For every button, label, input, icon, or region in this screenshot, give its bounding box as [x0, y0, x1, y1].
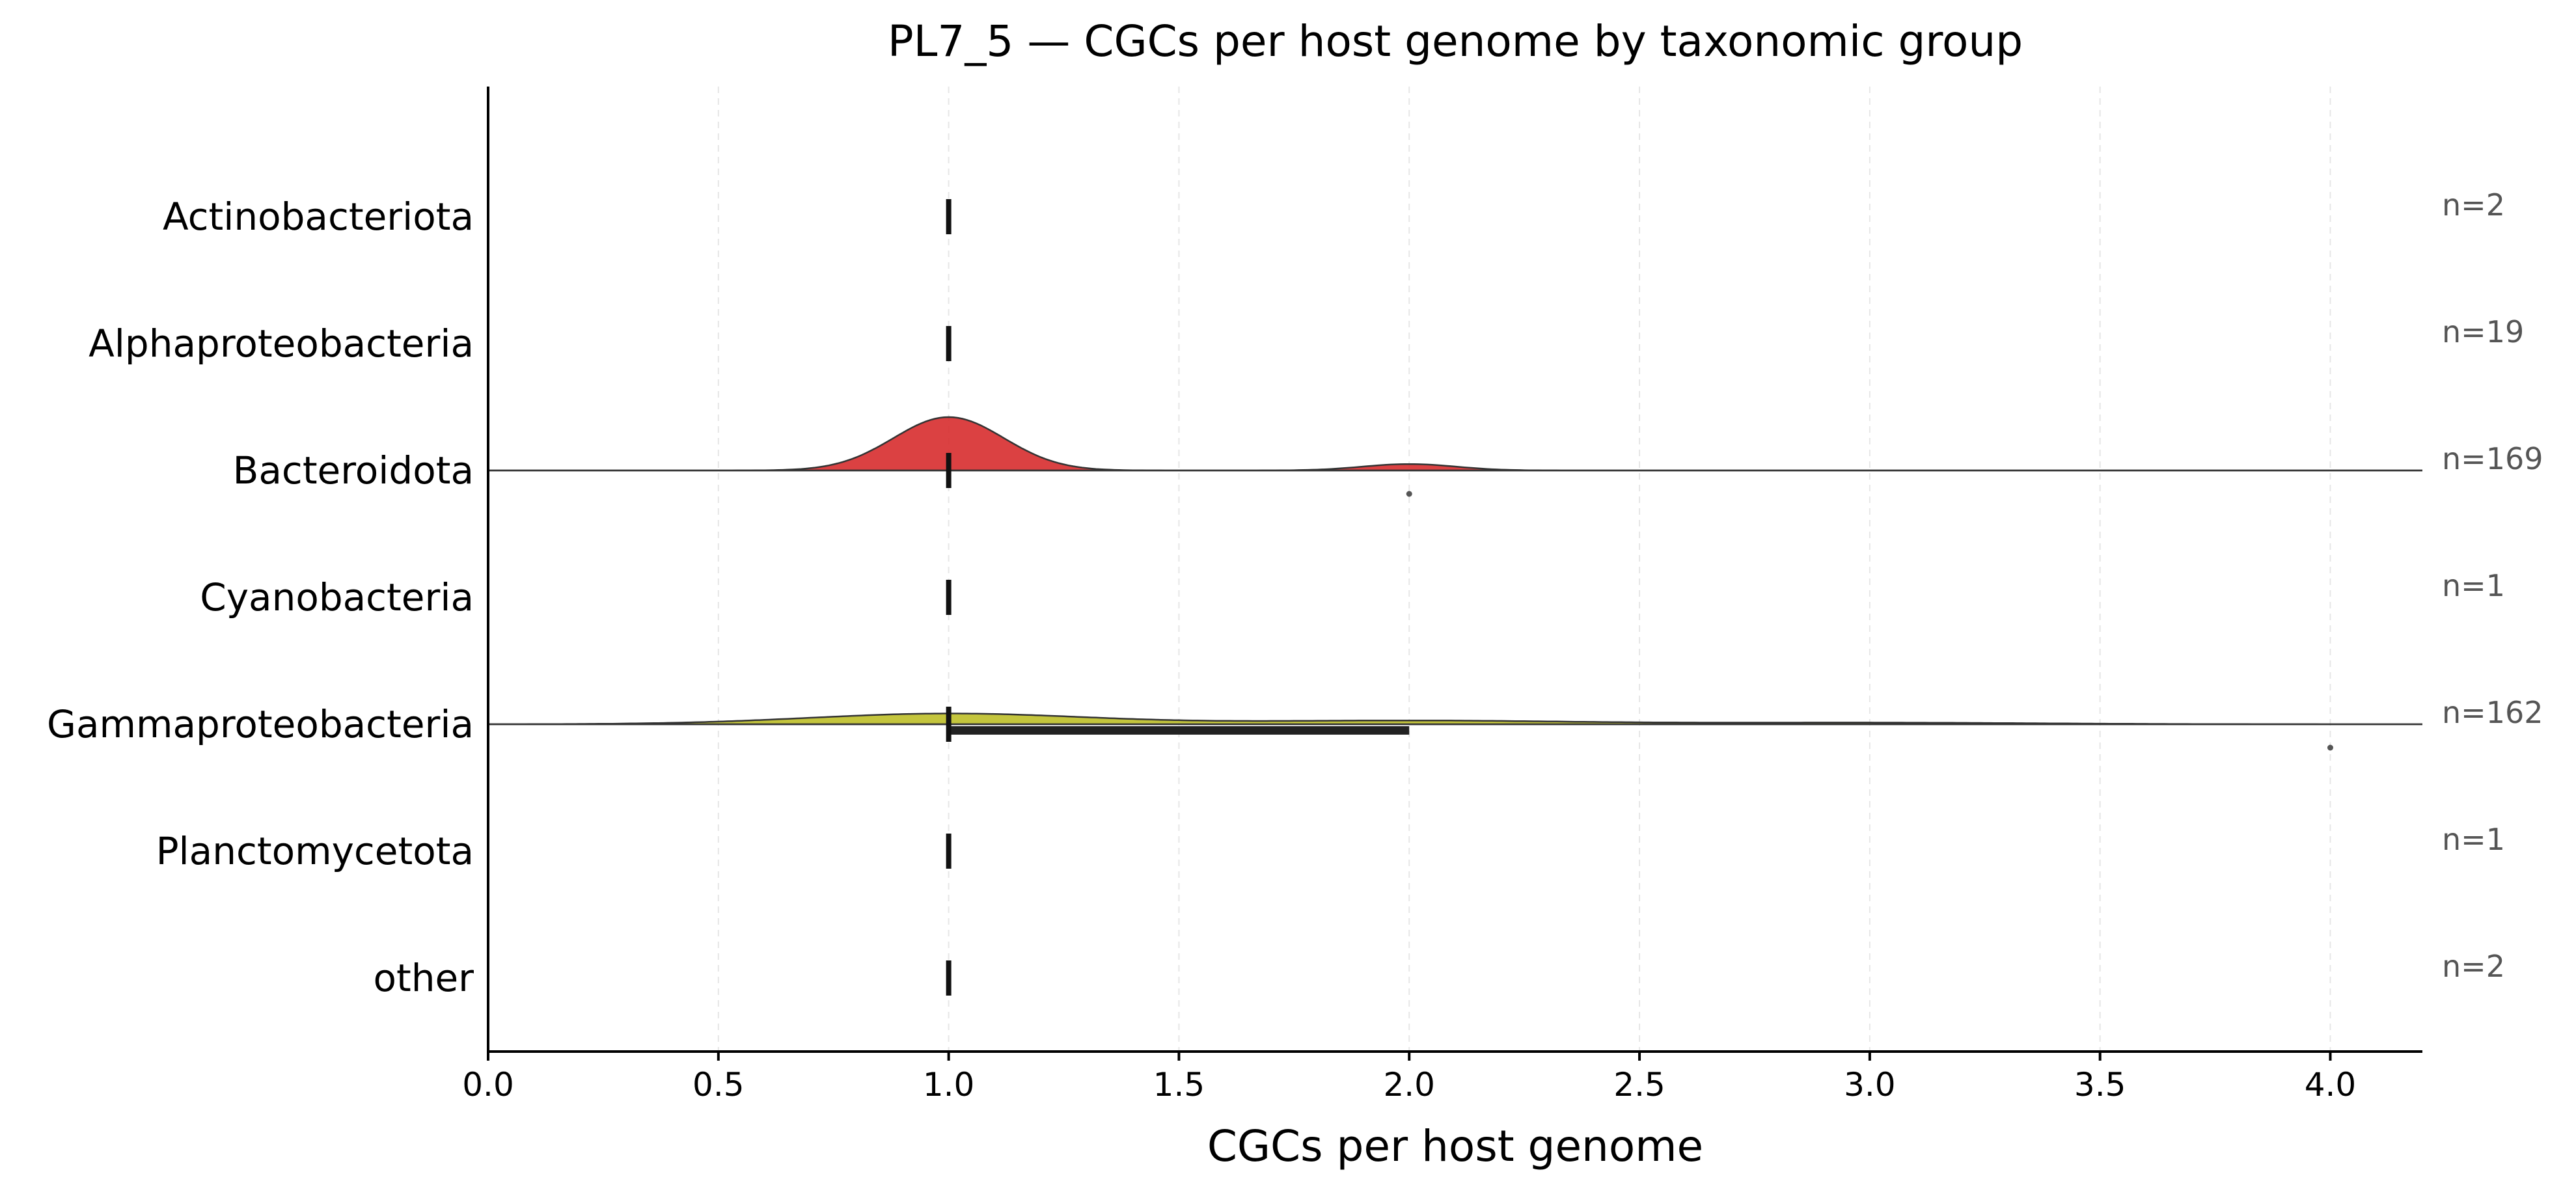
outlier-gammaproteobacteria-0: [2327, 744, 2333, 751]
grid-layer: [487, 87, 2331, 1052]
category-label-alphaproteobacteria: Alphaproteobacteria: [89, 321, 474, 366]
category-label-bacteroidota: Bacteroidota: [233, 448, 474, 493]
n-label-cyanobacteria: n=1: [2442, 568, 2505, 603]
axes-layer: [487, 87, 2422, 1053]
x-tick-label-2: 1.0: [923, 1066, 975, 1104]
x-tick-label-6: 3.0: [1844, 1066, 1896, 1104]
density-gammaproteobacteria: [487, 713, 2422, 726]
x-tick-label-7: 3.5: [2074, 1066, 2126, 1104]
n-label-other: n=2: [2442, 949, 2505, 984]
n-label-gammaproteobacteria: n=162: [2442, 695, 2543, 730]
density-bacteroidota: [488, 416, 2422, 472]
category-label-other: other: [373, 956, 474, 1000]
category-label-actinobacteriota: Actinobacteriota: [163, 195, 474, 239]
n-label-actinobacteriota: n=2: [2442, 187, 2505, 223]
x-tick-label-0: 0.0: [462, 1066, 514, 1104]
category-labels: Actinobacteriota n=2 Alphaproteobacteria n=…: [47, 187, 2543, 1000]
x-tick-label-5: 2.5: [1613, 1066, 1665, 1104]
iqr-bar-gammaproteobacteria: [948, 726, 1410, 735]
category-label-gammaproteobacteria: Gammaproteobacteria: [47, 702, 474, 746]
n-label-alphaproteobacteria: n=19: [2442, 314, 2524, 349]
chart-title: PL7_5 — CGCs per host genome by taxonomi…: [888, 16, 2023, 66]
x-ticks: 0.0 0.5 1.0 1.5 2.0 2.5 3.0 3.5 4.0: [462, 1052, 2356, 1104]
n-label-bacteroidota: n=169: [2442, 441, 2543, 476]
n-label-planctomycetota: n=1: [2442, 822, 2505, 857]
x-tick-label-3: 1.5: [1153, 1066, 1205, 1104]
category-label-cyanobacteria: Cyanobacteria: [200, 575, 474, 619]
x-tick-label-4: 2.0: [1383, 1066, 1435, 1104]
x-tick-label-1: 0.5: [692, 1066, 745, 1104]
ridge-layer: [487, 199, 2422, 996]
category-label-planctomycetota: Planctomycetota: [156, 829, 474, 873]
x-axis-label: CGCs per host genome: [1207, 1121, 1703, 1171]
x-tick-label-8: 4.0: [2305, 1066, 2357, 1104]
outlier-bacteroidota-0: [1406, 491, 1412, 497]
